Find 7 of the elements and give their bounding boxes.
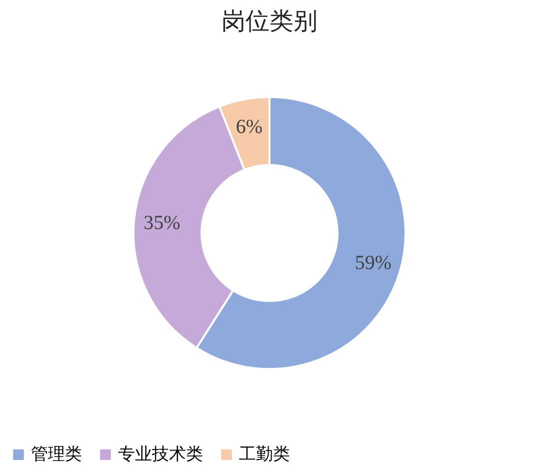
data-label: 35% — [144, 212, 180, 234]
chart-title: 岗位类别 — [222, 9, 318, 35]
legend-label: 专业技术类 — [118, 444, 203, 464]
legend-label: 管理类 — [31, 444, 82, 464]
data-label: 59% — [354, 252, 392, 274]
legend-label: 工勤类 — [239, 444, 290, 464]
data-label: 6% — [236, 116, 263, 138]
